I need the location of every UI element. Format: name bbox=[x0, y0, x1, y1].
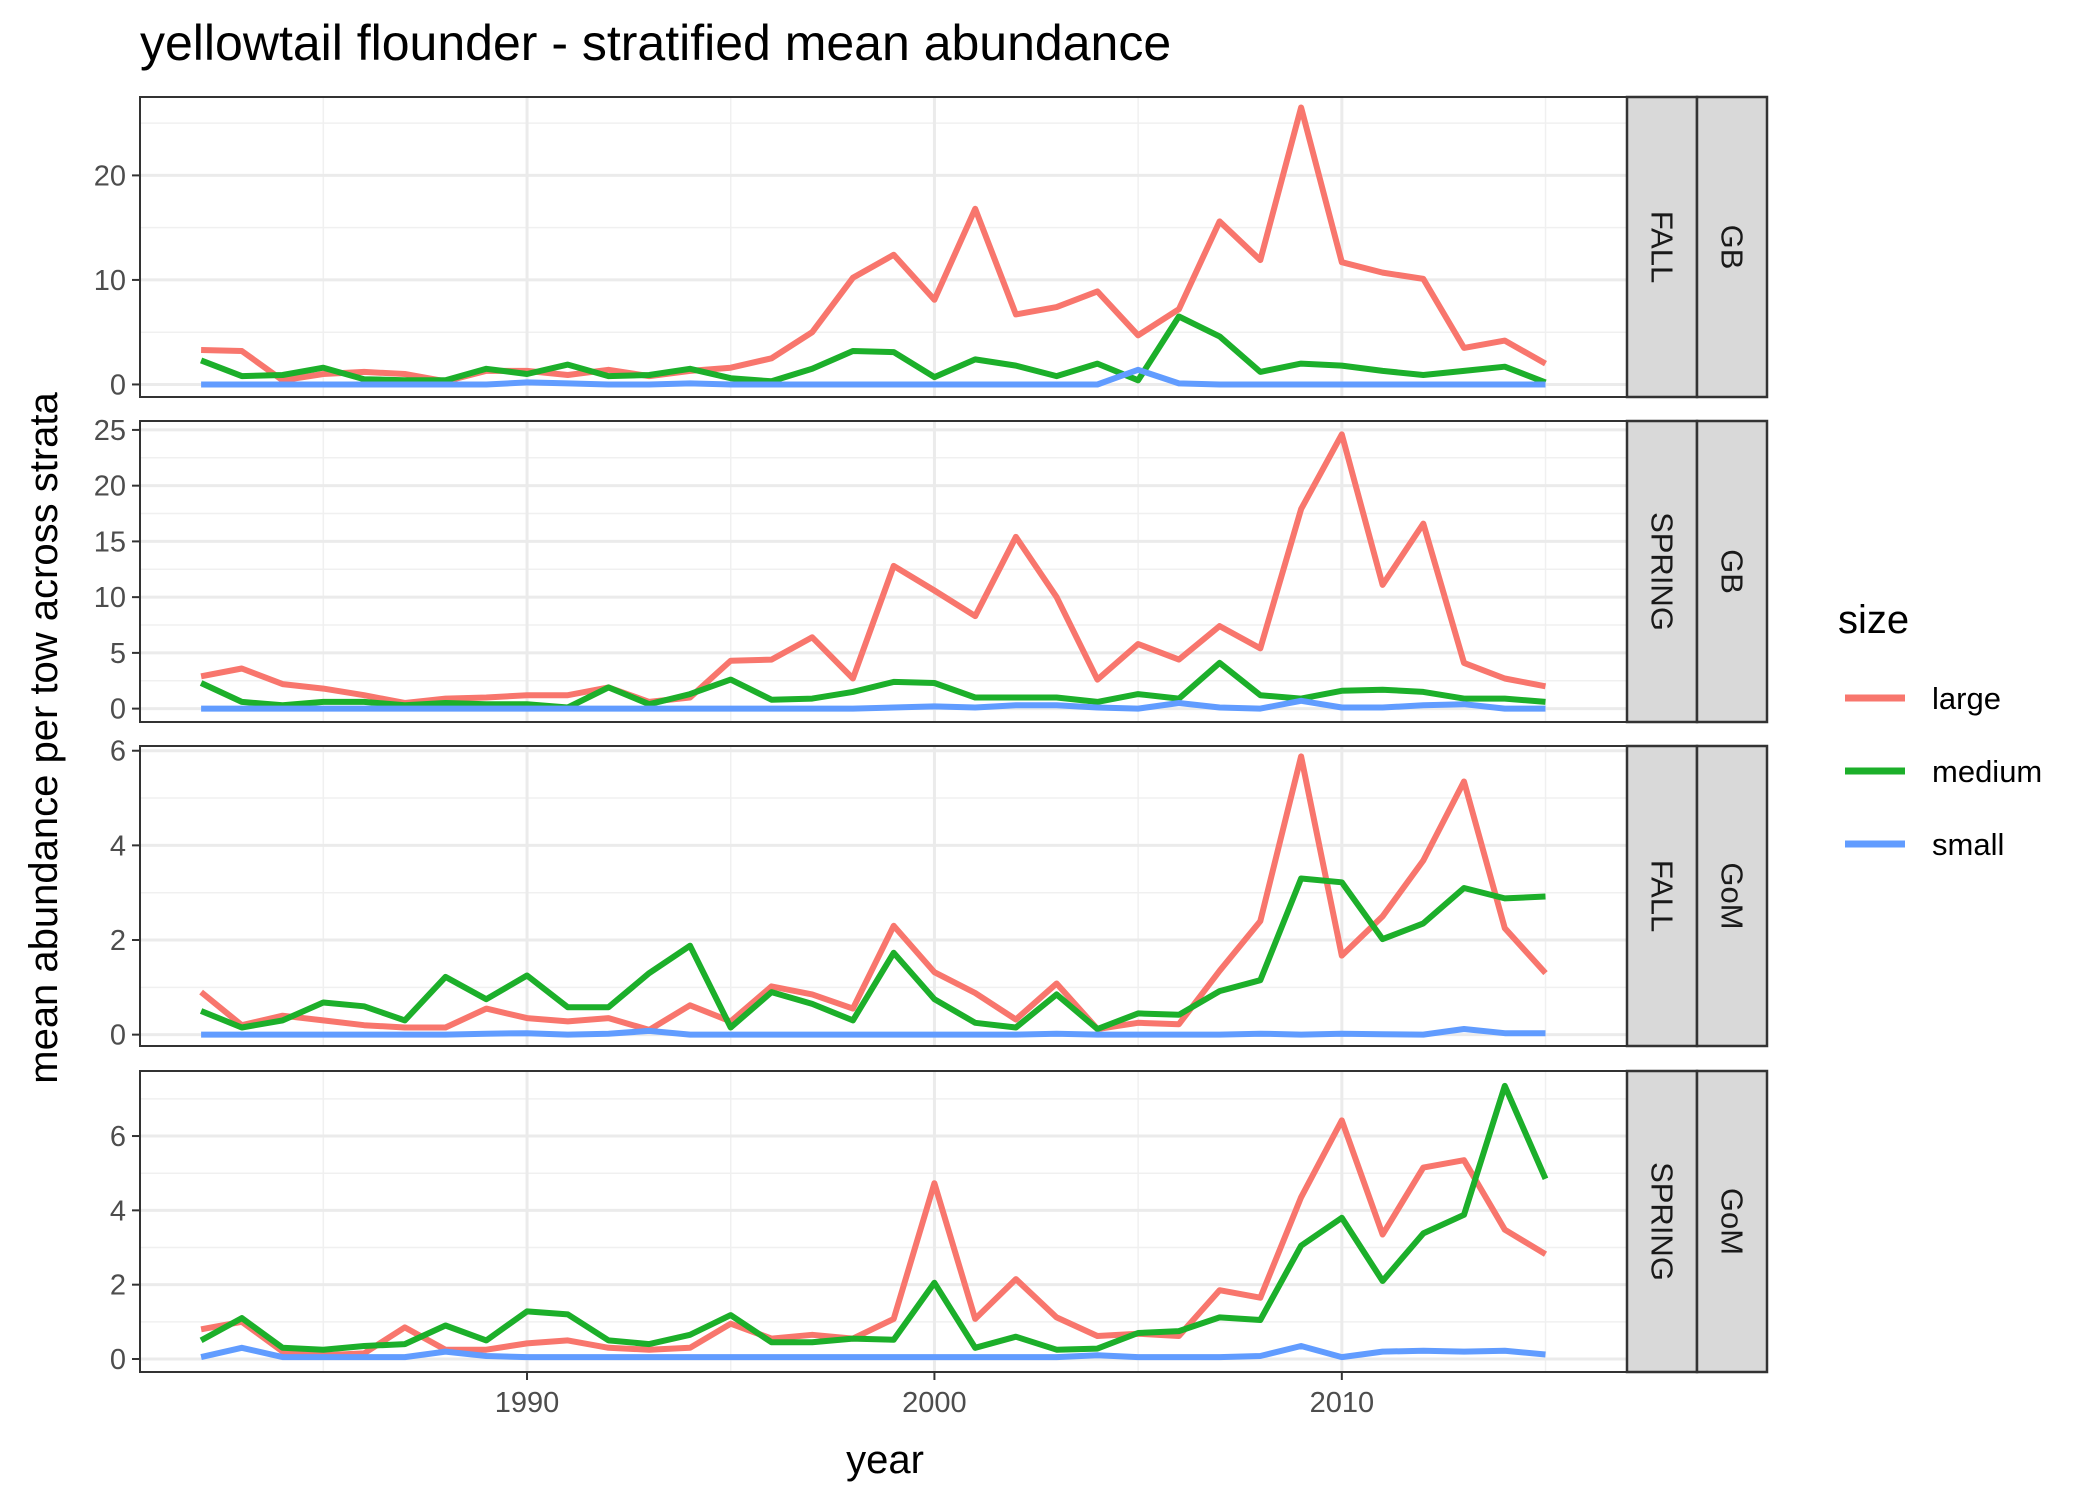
strip-season bbox=[1625, 95, 1699, 399]
x-tick-label: 1990 bbox=[495, 1387, 560, 1419]
series-line-large bbox=[199, 753, 1548, 1033]
strip-region bbox=[1695, 1069, 1769, 1374]
strip-label-season: SPRING bbox=[1645, 512, 1680, 631]
y-tick-label: 10 bbox=[94, 265, 126, 297]
y-tick-label: 0 bbox=[110, 694, 126, 726]
y-tick-label: 6 bbox=[110, 736, 126, 768]
strip-season bbox=[1625, 744, 1699, 1048]
strip-region bbox=[1695, 95, 1769, 399]
y-tick-label: 4 bbox=[110, 830, 126, 862]
legend: size large medium small bbox=[1838, 598, 2042, 862]
x-tick-label: 2000 bbox=[902, 1387, 967, 1419]
strip-label-region: GB bbox=[1715, 225, 1750, 270]
strip-label-season: FALL bbox=[1645, 211, 1680, 283]
strip-region bbox=[1695, 419, 1769, 724]
y-tick-label: 0 bbox=[110, 1344, 126, 1376]
series-line-small bbox=[201, 366, 1546, 388]
y-tick-label: 0 bbox=[110, 369, 126, 401]
y-tick-label: 20 bbox=[94, 471, 126, 503]
legend-label-medium: medium bbox=[1932, 754, 2042, 789]
facet-panel-fall-gb: 0 10 20 FALL GB bbox=[94, 95, 1769, 401]
y-tick-label: 5 bbox=[110, 638, 126, 670]
y-tick-label: 2 bbox=[110, 1270, 126, 1302]
strip-label-season: FALL bbox=[1645, 860, 1680, 932]
x-axis-title: year bbox=[846, 1438, 924, 1482]
y-tick-label: 2 bbox=[110, 925, 126, 957]
strip-label-region: GB bbox=[1715, 549, 1750, 594]
y-tick-label: 15 bbox=[94, 526, 126, 558]
y-axis-title: mean abundance per tow across strata bbox=[22, 392, 66, 1084]
series-line-large bbox=[200, 1117, 1548, 1359]
strip-season bbox=[1625, 419, 1699, 724]
strip-label-region: GoM bbox=[1715, 1188, 1750, 1255]
series-line-small bbox=[201, 697, 1546, 712]
series-line-small bbox=[200, 1343, 1546, 1361]
strip-region bbox=[1695, 744, 1769, 1048]
legend-label-small: small bbox=[1932, 827, 2004, 862]
y-tick-label: 10 bbox=[94, 582, 126, 614]
series-line-medium bbox=[199, 659, 1546, 711]
y-tick-label: 4 bbox=[110, 1195, 126, 1227]
chart-title: yellowtail flounder - stratified mean ab… bbox=[140, 15, 1171, 71]
series-line-medium bbox=[200, 313, 1547, 386]
y-tick-label: 25 bbox=[94, 415, 126, 447]
x-axis: 1990 2000 2010 bbox=[495, 1372, 1374, 1419]
series-line-large bbox=[200, 431, 1547, 706]
facet-panel-fall-gom: 0 2 4 6 FALL GoM bbox=[110, 736, 1769, 1052]
strip-label-region: GoM bbox=[1715, 862, 1750, 929]
series-line-small bbox=[201, 1026, 1546, 1038]
y-tick-label: 0 bbox=[110, 1020, 126, 1052]
facet-panel-spring-gb: 0 5 10 15 20 25 SPRING GB bbox=[94, 415, 1769, 726]
x-tick-label: 2010 bbox=[1310, 1387, 1375, 1419]
y-tick-label: 6 bbox=[110, 1121, 126, 1153]
series-line-medium bbox=[199, 875, 1546, 1032]
facet-panel-spring-gom: 0 2 4 6 SPRING GoM bbox=[110, 1069, 1769, 1376]
legend-title: size bbox=[1838, 598, 1909, 642]
y-tick-label: 20 bbox=[94, 160, 126, 192]
strip-label-season: SPRING bbox=[1645, 1162, 1680, 1281]
strip-season bbox=[1625, 1069, 1699, 1374]
series-line-medium bbox=[199, 1082, 1549, 1353]
legend-label-large: large bbox=[1932, 681, 2001, 716]
